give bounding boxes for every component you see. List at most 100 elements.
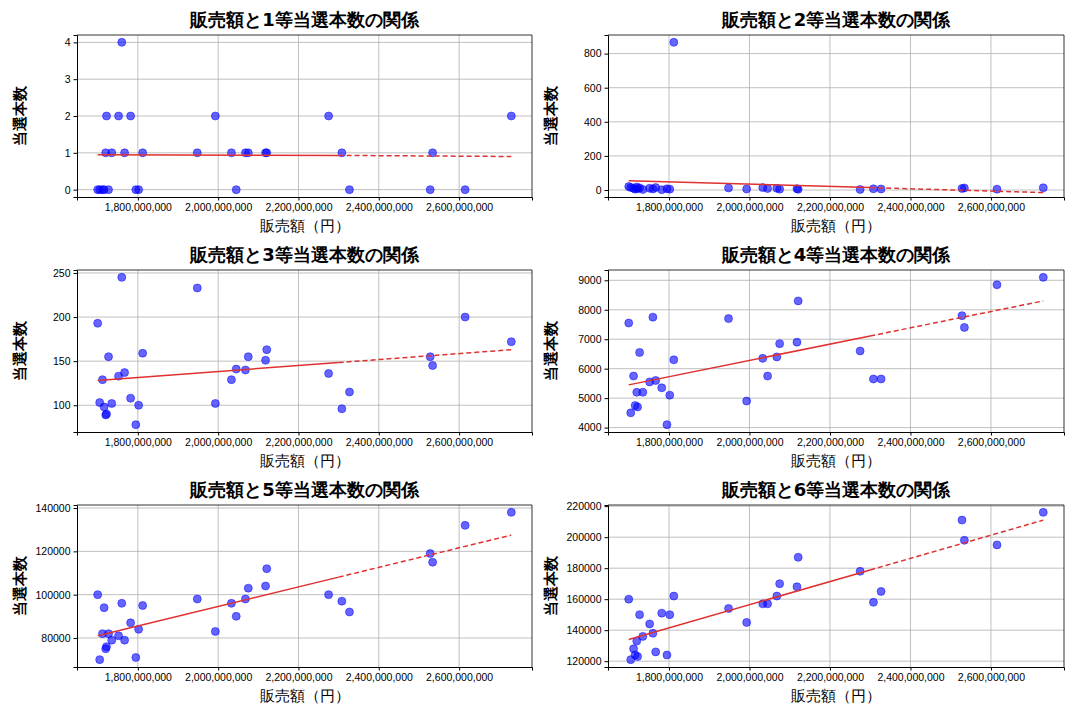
point bbox=[102, 411, 110, 419]
tick-label: 2,000,000,000 bbox=[185, 201, 252, 213]
point bbox=[670, 592, 678, 600]
point bbox=[325, 591, 333, 599]
point bbox=[960, 323, 968, 331]
y-axis: 0200400600800 bbox=[584, 36, 609, 198]
point bbox=[663, 651, 671, 659]
frame bbox=[608, 270, 1064, 271]
tick: 600 bbox=[584, 82, 608, 94]
tick: 180000 bbox=[566, 562, 608, 574]
tick: 2,400,000,000 bbox=[346, 667, 413, 683]
tick: 2,600,000,000 bbox=[958, 667, 1025, 683]
tick: 4000 bbox=[578, 421, 608, 433]
x-axis: 1,800,000,0002,000,000,0002,200,000,0002… bbox=[609, 197, 1065, 213]
tick-mark bbox=[605, 339, 609, 340]
point bbox=[636, 611, 644, 619]
chart-panel: 1,800,000,0002,000,000,0002,200,000,0002… bbox=[542, 244, 1065, 470]
tick-mark bbox=[605, 122, 609, 123]
tick-mark bbox=[74, 116, 78, 117]
tick-label: 2,200,000,000 bbox=[265, 671, 332, 683]
grid-line bbox=[137, 505, 138, 667]
point bbox=[345, 608, 353, 616]
tick: 0 bbox=[596, 184, 608, 196]
grid-line bbox=[668, 270, 669, 432]
point bbox=[115, 112, 123, 120]
frame bbox=[1064, 270, 1065, 432]
trend-line bbox=[629, 181, 870, 188]
tick-label: 2,400,000,000 bbox=[346, 671, 413, 683]
point bbox=[121, 636, 129, 644]
tick-label: 7000 bbox=[578, 333, 602, 345]
point bbox=[193, 284, 201, 292]
trend-line bbox=[629, 336, 870, 385]
tick-label: 2,400,000,000 bbox=[877, 671, 944, 683]
grid-line bbox=[298, 505, 299, 667]
tick: 200000 bbox=[566, 531, 608, 543]
tick: 2,000,000,000 bbox=[716, 432, 783, 448]
axis-line bbox=[74, 36, 78, 198]
tick-mark bbox=[605, 506, 609, 507]
point bbox=[105, 186, 113, 194]
y-axis: 01234 bbox=[65, 36, 78, 198]
point bbox=[666, 611, 674, 619]
point bbox=[634, 653, 642, 661]
point bbox=[108, 149, 116, 157]
tick-mark bbox=[605, 428, 609, 429]
tick-label: 2,000,000,000 bbox=[716, 201, 783, 213]
point bbox=[232, 612, 240, 620]
grid-line bbox=[378, 270, 379, 432]
chart-panel: 1,800,000,0002,000,000,0002,200,000,0002… bbox=[11, 479, 533, 705]
point bbox=[869, 598, 877, 606]
point bbox=[764, 184, 772, 192]
tick-label: 2,200,000,000 bbox=[797, 201, 864, 213]
tick-mark bbox=[74, 405, 78, 406]
y-axis-title: 当選本数 bbox=[542, 85, 560, 146]
tick-mark bbox=[605, 310, 609, 311]
grid-line bbox=[218, 505, 219, 667]
point bbox=[652, 648, 660, 656]
tick: 2,200,000,000 bbox=[265, 432, 332, 448]
grid-line bbox=[608, 398, 1064, 399]
tick: 2,200,000,000 bbox=[797, 667, 864, 683]
trend-line bbox=[870, 301, 1043, 336]
x-axis: 1,800,000,0002,000,000,0002,200,000,0002… bbox=[78, 432, 533, 448]
chart-panel: 1,800,000,0002,000,000,0002,200,000,0002… bbox=[11, 244, 533, 470]
point bbox=[232, 365, 240, 373]
x-axis-title: 販売額（円） bbox=[260, 217, 350, 235]
point bbox=[670, 356, 678, 364]
point bbox=[135, 401, 143, 409]
tick-mark bbox=[74, 79, 78, 80]
chart-panel: 1,800,000,0002,000,000,0002,200,000,0002… bbox=[542, 9, 1065, 235]
tick-label: 80000 bbox=[41, 632, 70, 644]
grid-line bbox=[990, 505, 991, 667]
plot-area bbox=[625, 38, 1048, 193]
tick-label: 2,000,000,000 bbox=[716, 436, 783, 448]
grid bbox=[77, 35, 532, 197]
tick: 140000 bbox=[35, 502, 77, 514]
point bbox=[94, 591, 102, 599]
grid-line bbox=[990, 35, 991, 197]
point bbox=[193, 595, 201, 603]
axis-line bbox=[605, 271, 609, 433]
tick-label: 2,400,000,000 bbox=[346, 436, 413, 448]
tick: 2,600,000,000 bbox=[426, 667, 493, 683]
tick: 2,200,000,000 bbox=[797, 432, 864, 448]
tick-label: 220000 bbox=[566, 500, 601, 512]
grid-line bbox=[990, 270, 991, 432]
tick-label: 2,400,000,000 bbox=[877, 201, 944, 213]
tick-mark bbox=[605, 156, 609, 157]
tick: 100000 bbox=[35, 589, 77, 601]
tick: 1,800,000,000 bbox=[105, 432, 172, 448]
tick-label: 2,200,000,000 bbox=[265, 201, 332, 213]
y-axis-title: 当選本数 bbox=[11, 320, 29, 381]
y-axis: 120000140000160000180000200000220000 bbox=[566, 500, 608, 667]
tick-label: 120000 bbox=[35, 545, 70, 557]
y-axis-title: 当選本数 bbox=[542, 555, 560, 616]
axis-line bbox=[605, 36, 609, 198]
point bbox=[630, 372, 638, 380]
point bbox=[776, 185, 784, 193]
tick-label: 200 bbox=[53, 311, 71, 323]
frame bbox=[532, 35, 533, 197]
tick-label: 600 bbox=[584, 82, 602, 94]
point bbox=[507, 338, 515, 346]
x-axis: 1,800,000,0002,000,000,0002,200,000,0002… bbox=[609, 432, 1065, 448]
